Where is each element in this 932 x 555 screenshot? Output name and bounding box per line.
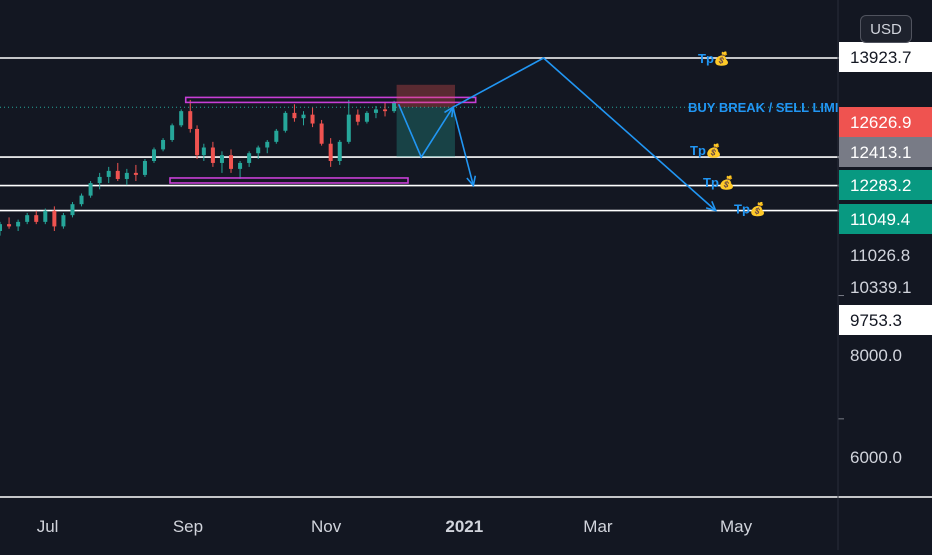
price-label-background [839, 42, 932, 72]
candle-body[interactable] [115, 170, 120, 179]
take-profit-annotation[interactable]: Tp💰 [698, 51, 730, 67]
price-axis-label: 11049.4 [850, 210, 910, 229]
candle-body[interactable] [106, 170, 111, 177]
candle-body[interactable] [52, 210, 57, 227]
range-bottom-rectangle[interactable] [169, 177, 409, 184]
candle-body[interactable] [188, 111, 193, 129]
candle-body[interactable] [383, 109, 388, 112]
price-label-background [839, 305, 932, 335]
time-axis-label: Nov [311, 517, 342, 536]
candle-body[interactable] [70, 204, 75, 216]
price-label-background [839, 137, 932, 167]
projection-arrowhead [705, 201, 718, 212]
price-axis-label: 9753.3 [850, 311, 902, 330]
candle-body[interactable] [43, 210, 48, 222]
projection-arrowhead [466, 175, 477, 188]
time-axis-label: 2021 [445, 517, 483, 536]
currency-button[interactable]: USD [860, 15, 912, 43]
candle-body[interactable] [133, 172, 138, 175]
candle-body[interactable] [310, 114, 315, 124]
candle-body[interactable] [201, 147, 206, 156]
candle-body[interactable] [179, 111, 184, 126]
candle-body[interactable] [61, 215, 66, 227]
price-axis-label: 12626.9 [850, 113, 911, 132]
price-axis-label: 8000.0 [850, 346, 902, 365]
candle-body[interactable] [34, 215, 39, 222]
candle-body[interactable] [161, 139, 166, 150]
candle-body[interactable] [274, 130, 279, 142]
price-label-background [839, 204, 932, 234]
price-axis-label: 11026.8 [850, 246, 910, 265]
price-label-background [839, 107, 932, 137]
take-profit-annotation[interactable]: Tp💰 [703, 175, 735, 191]
candle-body[interactable] [328, 143, 333, 161]
candle-body[interactable] [79, 195, 84, 205]
candle-body[interactable] [97, 176, 102, 184]
price-axis-label: 12283.2 [850, 176, 911, 195]
candle-body[interactable] [283, 112, 288, 131]
candle-body[interactable] [210, 147, 215, 163]
candle-body[interactable] [219, 155, 224, 163]
position-stop-zone[interactable] [396, 84, 455, 108]
candle-body[interactable] [292, 112, 297, 119]
candle-body[interactable] [346, 114, 351, 142]
candle-body[interactable] [229, 155, 234, 169]
take-profit-annotation[interactable]: Tp💰 [690, 143, 722, 159]
candle-body[interactable] [142, 160, 147, 175]
time-axis-label: Mar [583, 517, 613, 536]
candle-body[interactable] [238, 162, 243, 169]
candle-body[interactable] [124, 172, 129, 179]
candle-body[interactable] [16, 221, 21, 227]
time-axis-label: Sep [173, 517, 203, 536]
candle-body[interactable] [355, 114, 360, 122]
candle-body[interactable] [301, 114, 306, 119]
candle-body[interactable] [337, 141, 342, 161]
candle-body[interactable] [364, 112, 369, 122]
candle-body[interactable] [0, 224, 2, 231]
projection-path[interactable] [452, 107, 475, 186]
candle-body[interactable] [7, 224, 12, 227]
price-label-background [839, 170, 932, 200]
candle-body[interactable] [88, 183, 93, 196]
take-profit-annotation[interactable]: Tp💰 [734, 202, 766, 218]
entry-annotation[interactable]: BUY BREAK / SELL LIMIT [688, 100, 846, 115]
candle-body[interactable] [319, 123, 324, 144]
range-top-rectangle[interactable] [184, 96, 477, 104]
candle-body[interactable] [392, 102, 397, 112]
time-axis-label: Jul [37, 517, 59, 536]
candle-body[interactable] [256, 147, 261, 154]
price-axis-label: 10339.1 [850, 278, 911, 297]
candle-body[interactable] [25, 215, 30, 222]
candle-body[interactable] [373, 109, 378, 113]
price-axis-label: 12413.1 [850, 143, 911, 162]
price-axis-label: 6000.0 [850, 448, 902, 467]
time-axis-label: May [720, 517, 753, 536]
candle-body[interactable] [170, 125, 175, 140]
candle-body[interactable] [265, 141, 270, 148]
price-axis-label: 13923.7 [850, 48, 911, 67]
candle-body[interactable] [195, 128, 200, 156]
candle-body[interactable] [152, 149, 157, 161]
candle-body[interactable] [247, 153, 252, 163]
